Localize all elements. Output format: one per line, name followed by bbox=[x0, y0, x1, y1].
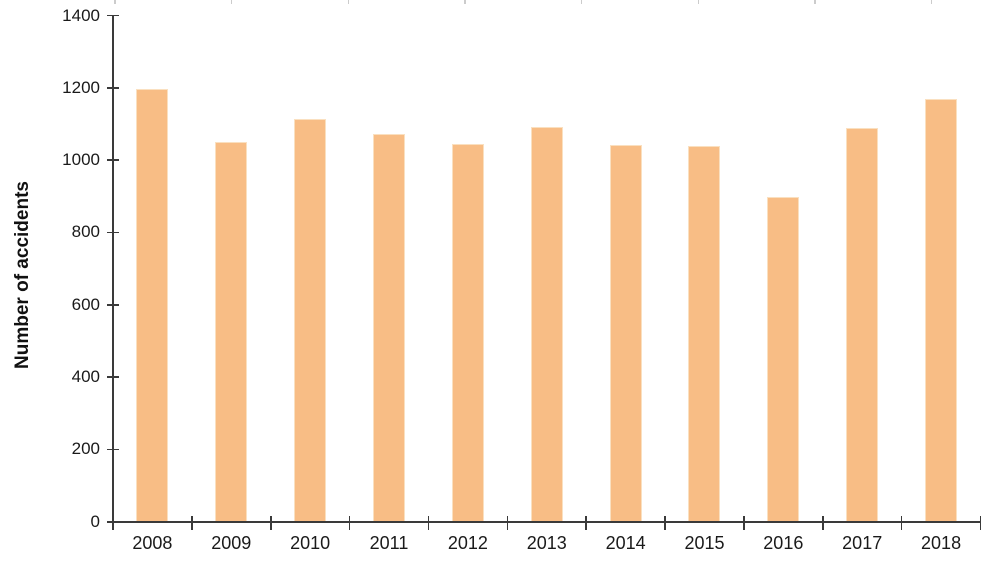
top-edge-tick-mark bbox=[697, 0, 700, 4]
top-edge-tick-mark bbox=[464, 0, 466, 4]
bar-2011 bbox=[373, 134, 406, 523]
y-tick-label: 400 bbox=[71, 367, 100, 387]
x-tick-label-2017: 2017 bbox=[842, 533, 883, 553]
x-tick-label-2015: 2015 bbox=[684, 533, 725, 553]
x-axis-tick bbox=[348, 515, 351, 530]
y-axis-tick bbox=[106, 376, 119, 378]
x-tick-label-2012: 2012 bbox=[447, 533, 488, 553]
x-tick-label-2013: 2013 bbox=[526, 533, 567, 553]
y-axis-tick bbox=[106, 304, 119, 306]
bar-2016 bbox=[767, 197, 800, 523]
x-axis-tick bbox=[900, 515, 903, 530]
x-tick-label-2011: 2011 bbox=[369, 533, 409, 553]
x-axis-tick bbox=[191, 515, 193, 530]
x-axis-tick bbox=[506, 515, 509, 530]
x-axis-tick bbox=[269, 515, 272, 530]
top-edge-tick-mark bbox=[580, 0, 583, 4]
x-axis-line bbox=[112, 521, 982, 523]
bar-2017 bbox=[846, 127, 879, 523]
y-tick-label: 0 bbox=[90, 511, 100, 531]
y-axis-tick bbox=[106, 87, 119, 89]
x-tick-label-2009: 2009 bbox=[211, 533, 252, 553]
y-axis-tick bbox=[106, 448, 119, 451]
x-axis-tick bbox=[821, 515, 824, 530]
top-edge-tick-mark bbox=[114, 0, 116, 4]
y-axis-tick bbox=[106, 159, 119, 161]
y-axis-line bbox=[112, 15, 114, 524]
bar-2014 bbox=[609, 144, 642, 523]
bar-2010 bbox=[294, 119, 327, 523]
x-tick-label-2014: 2014 bbox=[605, 533, 646, 553]
x-axis-tick bbox=[664, 515, 666, 530]
y-axis-tick bbox=[106, 231, 119, 234]
y-tick-label: 1200 bbox=[62, 77, 100, 97]
y-tick-label: 200 bbox=[71, 439, 100, 459]
x-tick-label-2018: 2018 bbox=[921, 533, 962, 553]
y-tick-label: 800 bbox=[71, 222, 100, 242]
top-edge-tick-mark bbox=[930, 0, 933, 4]
x-axis-tick bbox=[112, 515, 114, 530]
x-tick-label-2010: 2010 bbox=[290, 533, 331, 553]
top-edge-tick-mark bbox=[814, 0, 816, 4]
bar-2012 bbox=[451, 143, 484, 523]
x-tick-label-2008: 2008 bbox=[132, 533, 173, 553]
y-tick-label: 1000 bbox=[62, 150, 100, 170]
bar-2013 bbox=[530, 127, 563, 523]
x-axis-tick bbox=[427, 515, 430, 530]
y-tick-label: 1400 bbox=[62, 5, 100, 25]
y-axis-title: Number of accidents bbox=[12, 181, 33, 369]
bar-2018 bbox=[925, 99, 958, 523]
top-edge-tick-mark bbox=[347, 0, 350, 4]
bar-2008 bbox=[136, 89, 169, 523]
bar-2015 bbox=[688, 145, 721, 523]
bar-2009 bbox=[215, 141, 248, 523]
y-axis-tick bbox=[106, 14, 119, 17]
x-axis-tick bbox=[585, 515, 587, 530]
x-axis-tick bbox=[979, 515, 982, 530]
x-axis-tick bbox=[743, 515, 745, 530]
x-tick-label-2016: 2016 bbox=[763, 533, 804, 553]
y-tick-label: 600 bbox=[71, 294, 100, 314]
top-edge-tick-mark bbox=[230, 0, 233, 4]
